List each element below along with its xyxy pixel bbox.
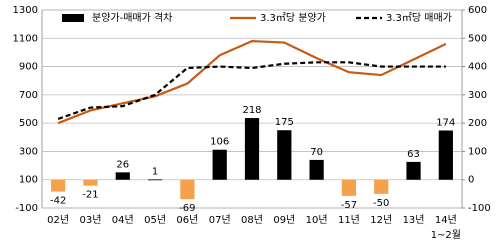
x-note: 1~2월: [431, 229, 461, 241]
line: [57, 61, 446, 120]
data-label: -42: [50, 196, 66, 207]
x-tick-label: 09년: [273, 214, 295, 226]
x-tick-label: 05년: [144, 214, 166, 226]
bar: [277, 130, 292, 180]
legend-label: 3.3㎡당 분양가: [260, 12, 326, 24]
bar: [180, 179, 195, 200]
x-tick-label: 07년: [209, 214, 231, 226]
y-tick-label: 100: [19, 175, 38, 186]
x-tick-label: 06년: [176, 214, 198, 226]
y2-tick-label: -100: [468, 203, 491, 214]
bar: [115, 172, 130, 180]
legend-symbol: [62, 14, 84, 22]
y-tick-label: -100: [15, 203, 38, 214]
x-tick-label: 04년: [112, 214, 134, 226]
x-tick-label: 14년: [435, 214, 457, 226]
y-tick-label: 300: [19, 146, 38, 157]
bar: [212, 149, 227, 180]
bar: [341, 179, 357, 196]
x-tick-label: 11년: [338, 214, 360, 226]
data-label: 1: [152, 166, 158, 177]
y-tick-label: 500: [19, 118, 38, 129]
x-tick-label: 12년: [370, 214, 392, 226]
legend-label: 3.3㎡당 매매가: [386, 12, 452, 24]
data-label: 174: [436, 117, 455, 128]
data-label: 63: [407, 149, 420, 160]
y-tick-label: 900: [19, 62, 38, 73]
data-label: 218: [242, 105, 261, 116]
bar: [51, 179, 66, 192]
bar: [244, 118, 260, 180]
line: [57, 40, 447, 125]
y2-tick-label: 300: [468, 90, 487, 101]
data-label: -57: [341, 200, 357, 211]
x-tick-label: 03년: [79, 214, 101, 226]
bar: [406, 161, 421, 180]
bar: [374, 179, 389, 194]
y2-tick-label: 200: [468, 118, 487, 129]
y2-tick-label: 600: [468, 5, 487, 16]
y2-tick-label: 500: [468, 33, 487, 44]
data-label: -69: [179, 203, 195, 214]
y2-tick-label: 100: [468, 146, 487, 157]
bar: [147, 179, 163, 181]
x-tick-label: 02년: [47, 214, 69, 226]
data-label: 26: [116, 159, 129, 170]
y2-tick-label: 400: [468, 62, 487, 73]
y-tick-label: 1300: [13, 5, 38, 16]
data-label: 70: [310, 147, 323, 158]
x-tick-label: 13년: [403, 214, 425, 226]
y-tick-label: 700: [19, 90, 38, 101]
data-label: 175: [275, 117, 294, 128]
x-tick-label: 10년: [306, 214, 328, 226]
x-tick-label: 08년: [241, 214, 263, 226]
legend-label: 분양가-매매가 격차: [92, 11, 172, 24]
data-label: -50: [373, 198, 389, 209]
data-label: 106: [210, 137, 229, 148]
y2-tick-label: 0: [468, 175, 474, 186]
bar: [309, 159, 324, 180]
y-tick-label: 1100: [13, 33, 38, 44]
data-label: -21: [82, 190, 98, 201]
bar: [83, 179, 98, 186]
bar: [438, 130, 453, 180]
